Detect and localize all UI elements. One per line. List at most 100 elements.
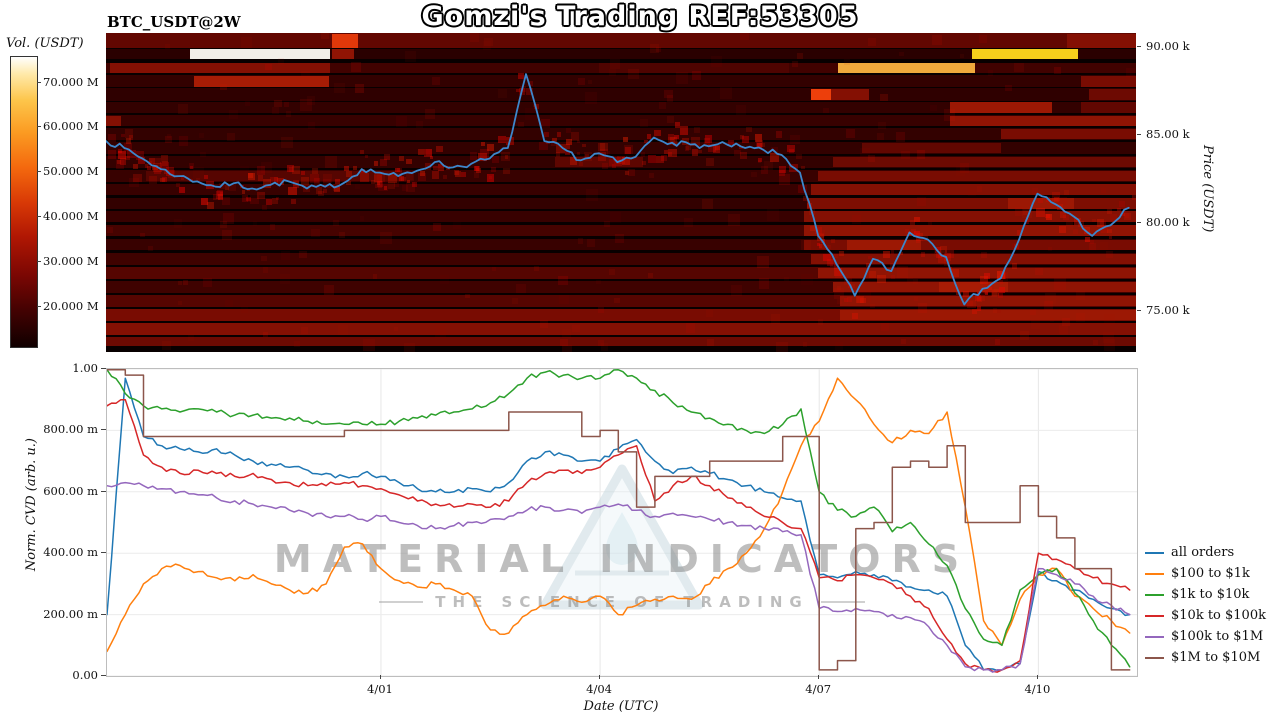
heat-cell (778, 170, 785, 176)
heat-cell (883, 251, 891, 259)
heat-cell (1083, 227, 1091, 234)
heat-cell (606, 150, 611, 155)
liquidity-band-segment (810, 184, 1136, 195)
heat-cell (672, 140, 679, 147)
heat-cell (222, 212, 234, 224)
heat-cell (823, 107, 829, 114)
heat-cell (161, 155, 168, 162)
liquidity-band (106, 224, 1136, 237)
heat-cell (498, 135, 507, 144)
liquidity-band (106, 101, 1136, 114)
y-tick-label: 600.00 m (43, 483, 98, 498)
legend-line-swatch (1145, 551, 1164, 554)
heat-cell (288, 186, 297, 196)
heat-cell (623, 137, 628, 143)
heat-cell (1044, 292, 1056, 304)
heat-cell (976, 296, 983, 303)
heat-cell (707, 339, 714, 346)
heat-cell (1029, 309, 1037, 316)
liquidity-heatmap (106, 33, 1136, 352)
heat-cell (388, 181, 395, 189)
liquidity-band-segment (1081, 102, 1136, 113)
heat-cell (1047, 246, 1053, 251)
heat-cell (818, 232, 825, 239)
heat-cell (261, 204, 267, 211)
heat-cell (944, 253, 952, 261)
heat-cell (1124, 213, 1131, 220)
heat-cell (135, 151, 145, 160)
symbol-label: BTC_USDT@2W (107, 13, 241, 31)
heat-cell (609, 68, 616, 76)
heat-cell (829, 260, 837, 267)
liquidity-band (106, 128, 1136, 140)
heat-cell (399, 156, 404, 161)
heat-cell (387, 174, 397, 184)
heat-cell (1104, 313, 1116, 325)
heat-cell (582, 143, 586, 148)
heat-cell (790, 134, 800, 145)
heat-cell (967, 300, 973, 307)
heat-cell (153, 167, 161, 174)
heat-cell (207, 201, 214, 209)
heat-cell (597, 143, 606, 151)
heat-cell (734, 149, 741, 157)
heat-cell (188, 335, 194, 341)
page-title: Gomzi's Trading REF:53305 (421, 1, 859, 32)
heat-cell (684, 146, 690, 151)
liquidity-band-segment (938, 281, 1009, 293)
legend-label: $1k to $10k (1171, 587, 1250, 602)
heat-cell (179, 187, 186, 194)
heat-cell (221, 229, 232, 240)
heat-cell (420, 171, 425, 176)
heat-cell (760, 166, 769, 174)
heat-cell (667, 152, 672, 157)
heat-cell (1090, 240, 1094, 245)
heat-cell (241, 37, 253, 49)
heat-cell (406, 158, 412, 165)
heat-cell (587, 80, 592, 85)
heat-cell (399, 175, 405, 181)
heat-cell (192, 167, 205, 179)
heat-cell (758, 278, 770, 289)
heat-cell (751, 171, 758, 178)
liquidity-band-segment (949, 102, 1052, 113)
legend-label: all orders (1171, 545, 1235, 560)
heat-cell (572, 324, 580, 333)
heat-cell (291, 198, 297, 204)
heat-cell (534, 266, 540, 271)
heat-cell (488, 175, 492, 180)
heat-cell (775, 130, 783, 138)
heat-cell (674, 134, 679, 139)
heat-cell (173, 219, 183, 229)
heat-cell (228, 110, 239, 120)
heat-cell (565, 127, 572, 134)
cvd-series (107, 369, 1131, 673)
heat-cell (1088, 242, 1097, 251)
heat-cell (945, 250, 954, 259)
heat-cell (1043, 301, 1053, 310)
heat-cell (464, 293, 470, 299)
colorbar-tick-label: 20.000 M (43, 299, 99, 314)
legend-line-swatch (1145, 572, 1164, 575)
y-tick (101, 675, 106, 676)
heat-cell (435, 326, 447, 338)
heat-cell (910, 229, 917, 235)
heat-cell (917, 196, 927, 206)
heat-cell (379, 159, 387, 167)
y-tick (101, 613, 106, 615)
heat-cell (583, 151, 593, 161)
heat-cell (250, 195, 259, 204)
heat-cell (265, 63, 272, 70)
heat-cell (283, 102, 289, 108)
price-line (106, 73, 1130, 306)
heat-cell (971, 308, 978, 315)
heat-cell (810, 225, 816, 231)
heat-cell (115, 160, 125, 169)
heat-cell (215, 191, 224, 199)
heat-cell (318, 190, 324, 197)
heat-cell (1107, 228, 1112, 234)
heat-cell (771, 146, 778, 154)
heat-cell (262, 179, 272, 188)
heat-cell (1108, 235, 1113, 240)
heat-cell (161, 176, 168, 183)
